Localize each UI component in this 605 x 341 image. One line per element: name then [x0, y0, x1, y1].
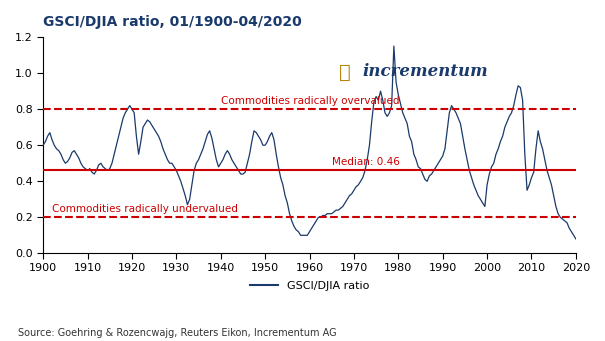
Text: Commodities radically undervalued: Commodities radically undervalued — [52, 204, 238, 214]
Text: incrementum: incrementum — [363, 63, 489, 80]
Legend: GSCI/DJIA ratio: GSCI/DJIA ratio — [246, 277, 373, 295]
Text: Commodities radically overvalued: Commodities radically overvalued — [221, 95, 399, 106]
Text: Median: 0.46: Median: 0.46 — [332, 157, 399, 167]
Text: 🌾: 🌾 — [339, 63, 350, 82]
Text: GSCI/DJIA ratio, 01/1900-04/2020: GSCI/DJIA ratio, 01/1900-04/2020 — [43, 15, 302, 29]
Text: Source: Goehring & Rozencwajg, Reuters Eikon, Incrementum AG: Source: Goehring & Rozencwajg, Reuters E… — [18, 328, 337, 338]
